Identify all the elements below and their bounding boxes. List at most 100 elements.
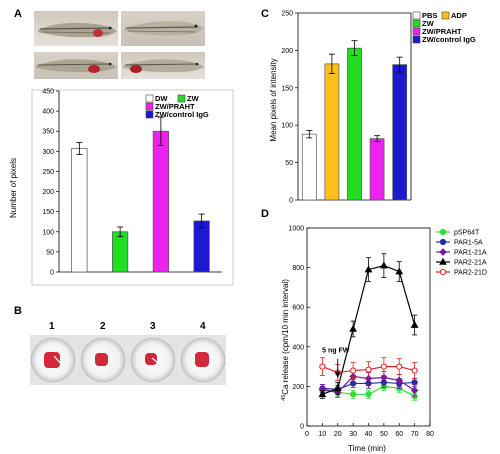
chart-d-annotation: 5 ng FW [322, 348, 350, 379]
chart-d-xlabel: Time (min) [348, 444, 386, 453]
legend-swatch [145, 102, 154, 111]
data-point [410, 386, 419, 395]
chart-a-bars [71, 116, 210, 273]
data-point [379, 261, 388, 269]
data-point [439, 268, 447, 276]
annotation-arrow-head [335, 371, 341, 379]
chart-c-bars [301, 40, 408, 201]
y-tick-label: 50 [285, 160, 293, 167]
legend-label: pSP64T [454, 230, 480, 237]
y-tick-label: 50 [46, 249, 54, 256]
well-label-4: 4 [200, 321, 206, 332]
bar-dw [71, 148, 88, 273]
data-point [350, 367, 357, 374]
well-3 [130, 337, 176, 383]
y-tick-label: 800 [292, 265, 304, 272]
y-tick-label: 250 [42, 169, 54, 176]
chart-c-ylabel: Mean pixels of intensity [269, 58, 278, 141]
chart-d-series [318, 253, 419, 401]
legend-swatch [145, 110, 154, 119]
series-par2-21a [318, 253, 419, 399]
bar-zw [112, 231, 129, 273]
y-tick-label: 600 [292, 305, 304, 312]
data-point [318, 390, 327, 398]
legend-label: PAR1-5A [454, 240, 483, 247]
legend-label: PAR1-21A [454, 250, 487, 257]
data-point [439, 228, 447, 236]
fish-photo-3 [34, 52, 118, 79]
legend-swatch [412, 27, 421, 36]
panel-letter-b: B [14, 305, 22, 317]
legend-label: ZW [422, 19, 435, 28]
legend-label: ADP [451, 11, 467, 20]
well-4 [180, 337, 226, 383]
y-tick-label: 0 [50, 270, 54, 277]
y-tick-label: 400 [292, 344, 304, 351]
legend-label: ZW/PRAHT [422, 27, 462, 36]
x-tick-label: 0 [305, 431, 309, 438]
y-tick-label: 0 [300, 424, 304, 431]
bar-zw-control-igg [392, 64, 408, 201]
chart-d: 0 200 400 600 800 1000 0 10 20 30 40 50 60 70 80 pSP64… [281, 226, 487, 454]
data-point [439, 257, 447, 265]
data-point [395, 267, 404, 275]
fish-photo-2 [121, 11, 205, 46]
x-tick-label: 50 [380, 431, 388, 438]
panel-a-photos: 1 2 [34, 10, 205, 79]
data-point [349, 324, 358, 332]
chart-a: 0 50 100 150 200 250 300 350 400 450 DW ZWZW/PRAHT… [9, 89, 234, 286]
legend-swatch [412, 11, 421, 20]
bar-zw [347, 47, 362, 201]
y-tick-label: 0 [289, 198, 293, 205]
data-point [319, 363, 326, 370]
chart-d-axes: 0 200 400 600 800 1000 0 10 20 30 40 50 60 70 80 [288, 226, 434, 439]
x-tick-label: 20 [334, 431, 342, 438]
y-tick-label: 150 [281, 85, 293, 92]
y-tick-label: 100 [281, 123, 293, 130]
well-2 [80, 337, 126, 383]
legend-label: PAR2-21D [454, 270, 487, 277]
y-tick-label: 200 [281, 48, 293, 55]
x-tick-label: 80 [426, 431, 434, 438]
y-tick-label: 400 [42, 109, 54, 116]
y-tick-label: 250 [281, 11, 293, 18]
x-tick-label: 60 [395, 431, 403, 438]
x-tick-label: 70 [411, 431, 419, 438]
x-tick-label: 10 [318, 431, 326, 438]
bar-zw-praht [369, 138, 385, 201]
x-tick-label: 40 [365, 431, 373, 438]
legend-label: PAR2-21A [454, 260, 487, 267]
legend-label: ZW/PRAHT [155, 102, 195, 111]
y-tick-label: 100 [42, 229, 54, 236]
y-tick-label: 350 [42, 129, 54, 136]
legend-swatch [145, 94, 154, 103]
legend-label: ZW/control IgG [422, 35, 476, 44]
chart-d-ylabel-sup: 45 [281, 395, 287, 401]
legend-swatch [441, 11, 450, 20]
legend-label: ZW/control IgG [155, 110, 209, 119]
fish-photo-4 [121, 52, 205, 79]
data-point [333, 384, 342, 392]
data-point [439, 238, 447, 246]
data-point [396, 363, 403, 370]
data-point [410, 320, 419, 328]
data-point [395, 376, 404, 385]
y-tick-label: 300 [42, 149, 54, 156]
bar-pbs [301, 133, 317, 201]
legend-label: ZW [187, 94, 200, 103]
legend-swatch [412, 19, 421, 28]
y-tick-label: 200 [292, 384, 304, 391]
well-label-3: 3 [150, 321, 156, 332]
legend-swatch [177, 94, 186, 103]
chart-d-ylabel-text: Ca release (cpm/10 min interval) [281, 279, 290, 395]
data-point [350, 391, 357, 398]
bar-adp [324, 63, 340, 201]
x-tick-label: 30 [349, 431, 357, 438]
bar-zw-control-igg [193, 220, 210, 273]
data-point [365, 366, 372, 373]
data-point [364, 265, 373, 273]
legend-label: PBS [422, 11, 437, 20]
panel-b-photos: 1 2 3 4 [30, 321, 226, 385]
